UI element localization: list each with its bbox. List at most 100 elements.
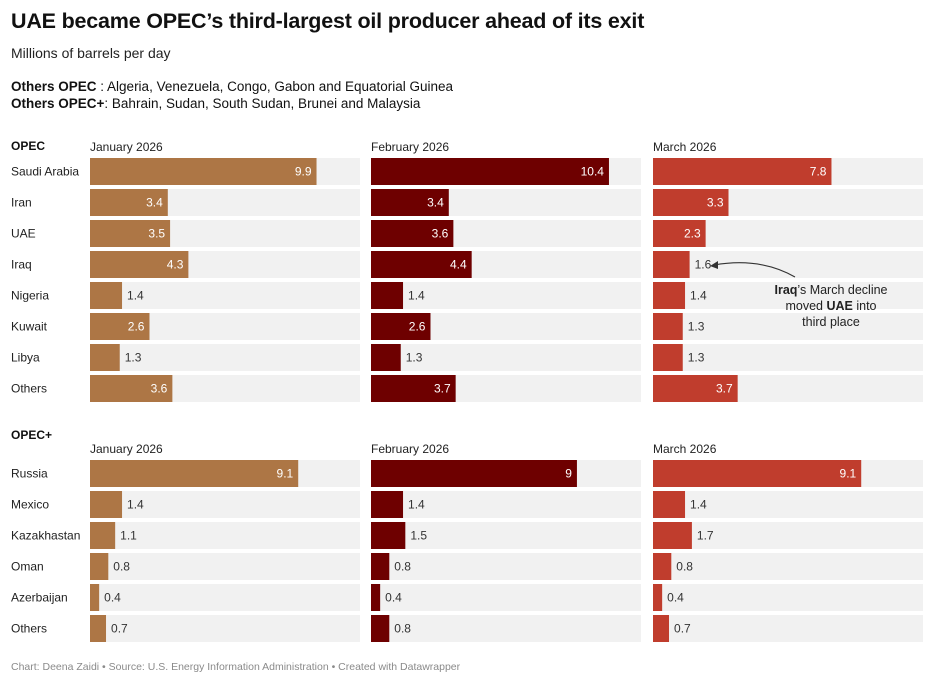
bar (371, 220, 454, 247)
bar (653, 460, 862, 487)
data-label: 1.7 (697, 529, 714, 543)
bar-track (371, 584, 641, 611)
bar (653, 344, 683, 371)
annotation-text-run: UAE (826, 299, 852, 313)
bar-track (371, 522, 641, 549)
bar (90, 615, 107, 642)
bar (653, 615, 670, 642)
bar (371, 282, 404, 309)
bar-track (653, 615, 923, 642)
bar (371, 375, 456, 402)
data-label: 1.4 (127, 498, 144, 512)
data-label: 1.5 (410, 529, 427, 543)
data-label: 3.7 (434, 382, 451, 396)
data-label: 1.4 (408, 498, 425, 512)
bar-track (371, 344, 641, 371)
note-label: Others OPEC (11, 79, 97, 94)
annotation-text-run: ’s March decline (797, 283, 887, 297)
data-label: 2.3 (684, 227, 701, 241)
category-label: Others (11, 622, 47, 636)
bar-track (90, 282, 360, 309)
annotation-text: moved UAE into (785, 299, 876, 313)
data-label: 1.3 (688, 351, 705, 365)
category-label: Iraq (11, 258, 32, 272)
bar (653, 158, 832, 185)
bar (90, 491, 123, 518)
bar (653, 584, 663, 611)
bar-track (90, 522, 360, 549)
bar (90, 189, 168, 216)
bar-track (371, 553, 641, 580)
bar (90, 375, 173, 402)
bar (371, 460, 577, 487)
bar-track (653, 344, 923, 371)
chart-title: UAE became OPEC’s third-largest oil prod… (11, 9, 645, 33)
data-label: 1.4 (690, 498, 707, 512)
bar-track (90, 615, 360, 642)
data-label: 0.8 (676, 560, 693, 574)
category-label: Russia (11, 467, 48, 481)
bar (90, 313, 150, 340)
bar (371, 522, 406, 549)
panel-title: OPEC+ (11, 428, 52, 442)
annotation-arrow-line (713, 262, 796, 278)
data-label: 1.4 (127, 289, 144, 303)
data-label: 0.4 (104, 591, 121, 605)
annotation-arrowhead (710, 261, 718, 269)
note-text: Bahrain, Sudan, South Sudan, Brunei and … (111, 96, 421, 111)
column-header: January 2026 (90, 140, 163, 154)
bar-track (653, 491, 923, 518)
note-others-opec: Others OPEC : Algeria, Venezuela, Congo,… (11, 79, 453, 94)
data-label: 0.8 (113, 560, 130, 574)
data-label: 4.3 (167, 258, 184, 272)
bar-track (653, 522, 923, 549)
bar (90, 553, 109, 580)
data-label: 1.4 (408, 289, 425, 303)
bar (90, 460, 299, 487)
data-label: 1.3 (406, 351, 423, 365)
bar-track (371, 615, 641, 642)
category-label: Kuwait (11, 320, 48, 334)
bar (371, 313, 431, 340)
column-header: March 2026 (653, 140, 717, 154)
data-label: 3.3 (707, 196, 724, 210)
bar-track (653, 251, 923, 278)
bar (90, 584, 100, 611)
category-label: Others (11, 382, 47, 396)
bar (90, 344, 120, 371)
annotation-text: Iraq’s March decline (774, 283, 887, 297)
chart-footer: Chart: Deena Zaidi • Source: U.S. Energy… (11, 661, 461, 673)
category-label: Oman (11, 560, 44, 574)
bar-track (90, 553, 360, 580)
data-label: 9.1 (277, 467, 294, 481)
annotation-text-run: Iraq (774, 283, 797, 297)
data-label: 3.4 (427, 196, 444, 210)
bar (653, 189, 729, 216)
note-label: Others OPEC+ (11, 96, 105, 111)
bar-track (653, 313, 923, 340)
data-label: 1.1 (120, 529, 137, 543)
column-header: February 2026 (371, 140, 449, 154)
data-label: 3.5 (148, 227, 165, 241)
column-header: January 2026 (90, 442, 163, 456)
data-label: 3.7 (716, 382, 733, 396)
data-label: 9.9 (295, 165, 312, 179)
bar (371, 189, 449, 216)
data-label: 7.8 (810, 165, 827, 179)
bar (371, 344, 401, 371)
bar (653, 375, 738, 402)
data-label: 0.4 (667, 591, 684, 605)
data-label: 3.6 (151, 382, 168, 396)
category-label: Libya (11, 351, 40, 365)
panel-opec: OPEC Saudi Arabia Iran UAE Iraq Nigeria Kuwait… (11, 139, 923, 402)
bar (90, 158, 317, 185)
bar (371, 553, 390, 580)
note-separator: : (96, 79, 108, 94)
bar (653, 251, 690, 278)
data-label: 2.6 (128, 320, 145, 334)
bar (90, 522, 116, 549)
bar (371, 491, 404, 518)
bar (90, 220, 171, 247)
data-label: 3.6 (432, 227, 449, 241)
